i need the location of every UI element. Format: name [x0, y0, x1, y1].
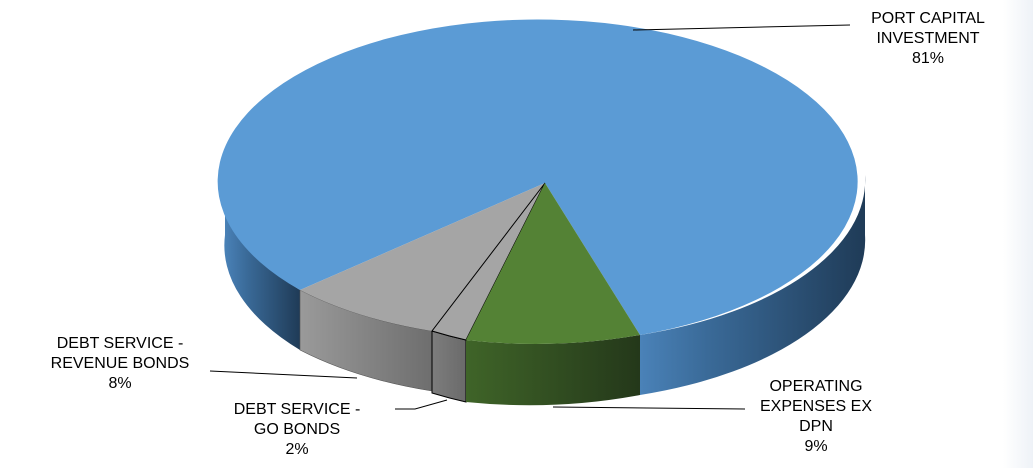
- label-go-bonds-line2: GO BONDS: [253, 421, 341, 438]
- label-operating-line2: EXPENSES EX: [759, 398, 873, 415]
- leader-line-revenue-bonds: [209, 370, 358, 379]
- label-port-capital-line2: INVESTMENT: [876, 30, 980, 47]
- pie-slice-debt-service-go-bonds: [431, 182, 546, 341]
- label-port-capital-investment: PORT CAPITAL INVESTMENT 81%: [848, 9, 1008, 69]
- label-go-bonds-value: 2%: [285, 441, 309, 458]
- pie-slice-operating-expenses-ex-dpn: [466, 183, 640, 344]
- pie-slice-debt-service-revenue-bonds: [300, 183, 545, 331]
- label-operating-line1: OPERATING: [769, 378, 863, 395]
- label-revenue-bonds-value: 8%: [108, 375, 132, 392]
- pie-side-port-capital-right: [640, 175, 866, 395]
- label-go-bonds-line1: DEBT SERVICE -: [233, 401, 361, 418]
- label-operating-value: 9%: [804, 438, 828, 455]
- side-panel-edge: [1003, 0, 1033, 468]
- label-debt-service-revenue-bonds: DEBT SERVICE - REVENUE BONDS 8%: [20, 334, 220, 394]
- pie-side-operating-expenses: [466, 335, 640, 406]
- label-operating-line3: DPN: [799, 418, 833, 435]
- label-port-capital-line1: PORT CAPITAL: [871, 10, 985, 27]
- leader-line-port-capital: [632, 24, 851, 31]
- label-operating-expenses-ex-dpn: OPERATING EXPENSES EX DPN 9%: [736, 377, 896, 457]
- leader-line-operating-expenses: [552, 406, 746, 410]
- label-revenue-bonds-line2: REVENUE BONDS: [50, 355, 190, 372]
- label-port-capital-value: 81%: [911, 50, 945, 67]
- label-debt-service-go-bonds: DEBT SERVICE - GO BONDS 2%: [207, 400, 387, 460]
- leader-line-go-bonds: [395, 399, 448, 410]
- pie-side-go-bonds: [431, 330, 467, 403]
- pie-slice-port-capital-investment: [217, 19, 858, 335]
- label-revenue-bonds-line1: DEBT SERVICE -: [56, 335, 184, 352]
